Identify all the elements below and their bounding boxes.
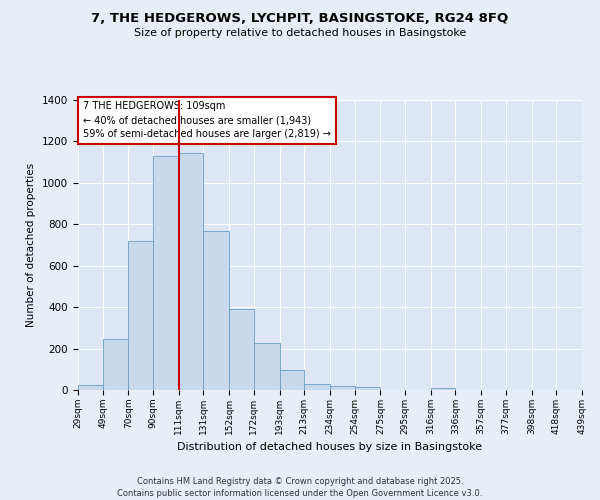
Bar [203, 230, 229, 390]
Y-axis label: Number of detached properties: Number of detached properties [26, 163, 37, 327]
Bar [254, 343, 280, 390]
Bar [355, 387, 380, 390]
Text: Contains HM Land Registry data © Crown copyright and database right 2025.
Contai: Contains HM Land Registry data © Crown c… [118, 476, 482, 498]
Bar [78, 385, 103, 390]
Text: Size of property relative to detached houses in Basingstoke: Size of property relative to detached ho… [134, 28, 466, 38]
Bar [103, 339, 128, 390]
Text: 7, THE HEDGEROWS, LYCHPIT, BASINGSTOKE, RG24 8FQ: 7, THE HEDGEROWS, LYCHPIT, BASINGSTOKE, … [91, 12, 509, 26]
Bar [128, 241, 153, 390]
Text: 7 THE HEDGEROWS: 109sqm
← 40% of detached houses are smaller (1,943)
59% of semi: 7 THE HEDGEROWS: 109sqm ← 40% of detache… [83, 102, 331, 140]
Bar [229, 309, 254, 390]
Bar [330, 386, 355, 390]
Bar [179, 153, 203, 390]
Bar [304, 384, 330, 390]
Bar [431, 388, 455, 390]
Bar [153, 156, 179, 390]
Bar [280, 370, 304, 390]
X-axis label: Distribution of detached houses by size in Basingstoke: Distribution of detached houses by size … [178, 442, 482, 452]
